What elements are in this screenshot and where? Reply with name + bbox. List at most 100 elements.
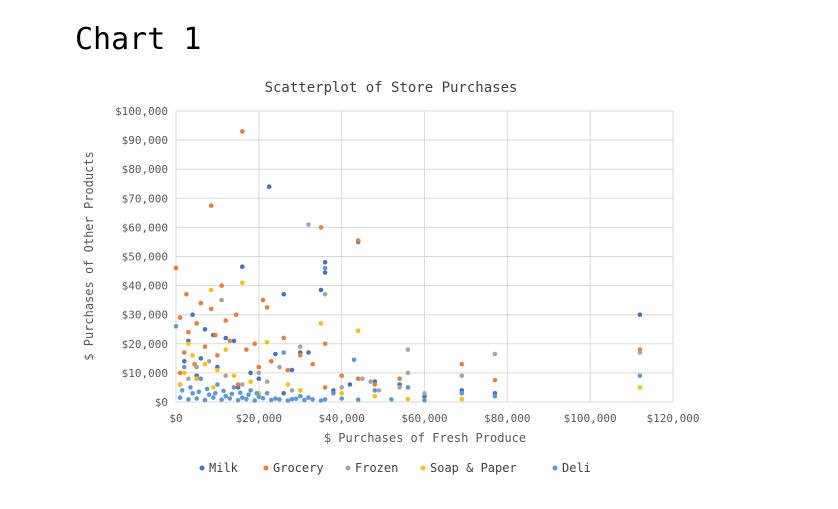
data-point — [173, 324, 179, 329]
data-point — [186, 376, 191, 382]
data-point — [194, 376, 199, 382]
data-point — [372, 388, 378, 393]
legend-marker — [552, 465, 558, 471]
data-point — [273, 351, 278, 357]
data-point — [198, 376, 204, 382]
data-point — [198, 300, 204, 306]
data-point — [405, 347, 411, 352]
data-point — [202, 397, 208, 403]
data-point — [281, 391, 287, 396]
data-point — [372, 393, 378, 399]
data-point — [459, 396, 465, 402]
data-point — [281, 292, 287, 297]
data-point — [298, 393, 303, 399]
data-point — [273, 396, 278, 401]
y-tick-label: $50,000 — [122, 251, 168, 264]
data-point — [202, 344, 208, 350]
data-point — [360, 376, 365, 382]
series-grocery — [173, 129, 643, 390]
data-point — [397, 376, 402, 382]
data-point — [285, 382, 291, 387]
legend-label: Frozen — [355, 461, 398, 475]
data-point — [285, 367, 291, 373]
data-point — [177, 395, 183, 400]
data-point — [285, 398, 291, 403]
data-point — [219, 283, 224, 288]
y-tick-label: $80,000 — [122, 163, 168, 176]
data-point — [252, 341, 257, 347]
data-point — [289, 396, 295, 402]
data-point — [492, 377, 498, 383]
data-point — [322, 260, 328, 265]
series-layer — [173, 129, 643, 403]
data-point — [492, 393, 498, 399]
data-point — [244, 347, 249, 352]
data-point — [389, 397, 394, 402]
data-point — [235, 382, 241, 387]
data-point — [202, 361, 208, 367]
data-point — [233, 312, 239, 318]
data-point — [244, 396, 249, 402]
data-point — [318, 287, 324, 293]
data-point — [256, 370, 262, 376]
data-point — [298, 344, 303, 350]
x-tick-label: $0 — [169, 412, 182, 425]
data-point — [211, 385, 216, 390]
series-soap-paper — [177, 280, 643, 402]
data-point — [293, 396, 299, 402]
data-point — [331, 391, 336, 396]
data-point — [266, 184, 272, 189]
data-point — [221, 388, 226, 394]
data-point — [302, 397, 307, 403]
series-deli — [173, 265, 643, 403]
data-point — [318, 398, 324, 403]
legend-label: Soap & Paper — [430, 461, 517, 475]
data-point — [339, 385, 345, 390]
legend-marker — [420, 465, 426, 471]
data-point — [264, 391, 270, 396]
data-point — [213, 391, 218, 396]
data-point — [405, 385, 411, 390]
data-point — [322, 341, 328, 347]
data-point — [422, 398, 427, 403]
data-point — [355, 376, 361, 382]
data-point — [231, 338, 237, 344]
data-point — [492, 351, 498, 357]
series-frozen — [186, 222, 643, 396]
x-tick-label: $60,000 — [401, 412, 447, 425]
data-point — [188, 385, 193, 390]
data-point — [289, 367, 295, 373]
data-point — [186, 329, 191, 335]
data-point — [248, 388, 253, 393]
data-point — [213, 332, 218, 338]
data-point — [223, 373, 228, 379]
legend-label: Milk — [209, 461, 239, 475]
data-point — [227, 338, 233, 344]
data-point — [459, 361, 465, 367]
data-point — [355, 397, 361, 403]
data-point — [177, 382, 183, 387]
data-point — [240, 382, 245, 387]
data-point — [186, 397, 191, 402]
x-tick-label: $120,000 — [647, 412, 700, 425]
data-point — [202, 327, 208, 332]
chart-title: Scatterplot of Store Purchases — [265, 80, 518, 96]
data-point — [322, 385, 328, 390]
data-point — [240, 264, 245, 270]
data-point — [215, 382, 220, 387]
data-point — [254, 391, 260, 396]
data-point — [252, 398, 257, 403]
data-point — [235, 398, 241, 403]
data-point — [240, 129, 245, 134]
data-point — [637, 312, 643, 318]
data-point — [310, 361, 316, 367]
series-milk — [177, 184, 643, 399]
data-point — [397, 385, 402, 390]
data-point — [196, 389, 202, 395]
data-point — [246, 392, 251, 398]
gridlines — [175, 110, 674, 403]
data-point — [182, 364, 187, 370]
data-point — [177, 315, 183, 320]
data-point — [264, 305, 270, 310]
